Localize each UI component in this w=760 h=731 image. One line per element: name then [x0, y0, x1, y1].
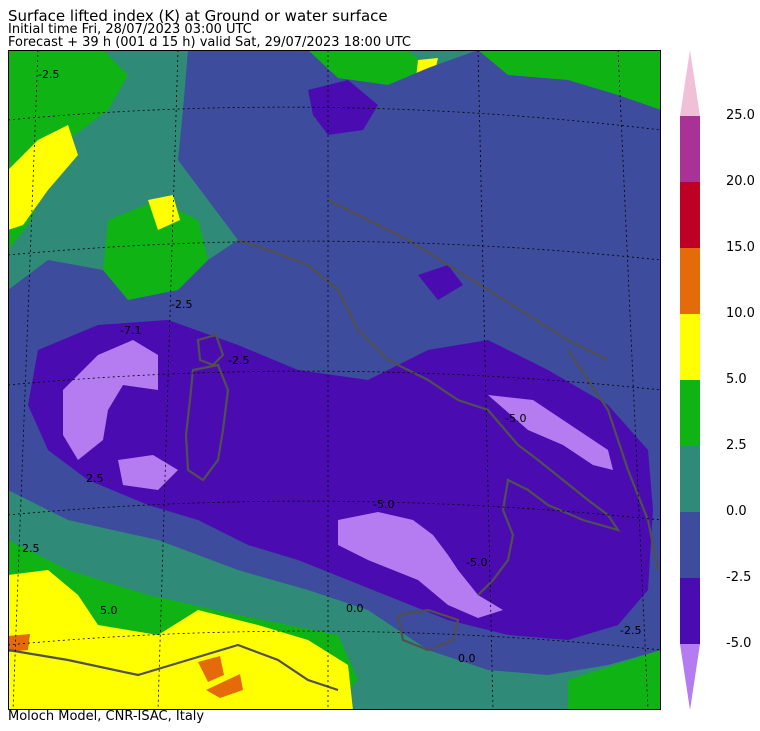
- contour-label: -5.0: [466, 556, 487, 569]
- coastline-africa: [8, 643, 339, 692]
- coastline-adriatic: [327, 199, 609, 361]
- graticule-lon-2: [157, 50, 179, 710]
- field-orange-southwest-2: [206, 674, 243, 698]
- field-yellow-west: [148, 195, 180, 230]
- colorbar-swatch: [680, 116, 700, 182]
- colorbar-label: 0.0: [726, 504, 747, 519]
- coastline-italy: [237, 238, 621, 596]
- map-border: [8, 50, 661, 710]
- graticule-lat-2: [8, 240, 661, 261]
- graticule-lat-5: [8, 630, 661, 651]
- graticule-lon-4: [477, 50, 494, 710]
- field-lavender-south: [338, 512, 503, 618]
- coastline-corsica: [196, 333, 225, 367]
- field-green-north: [308, 50, 428, 85]
- colorbar-label: 20.0: [726, 174, 755, 189]
- colorbar-swatch: [680, 512, 700, 578]
- coastline-balkans: [567, 349, 660, 571]
- contour-label: -2.5: [228, 354, 249, 367]
- field-yellow-northwest: [8, 125, 78, 230]
- field-orange-southwest-1: [198, 656, 224, 682]
- field-lavender-east: [488, 395, 613, 470]
- field-yellow-southwest: [8, 570, 353, 710]
- contour-label: -2.5: [620, 624, 641, 637]
- colorbar-bottom-arrow: [680, 644, 700, 710]
- graticule-lon-5: [617, 50, 649, 710]
- contour-label: 5.0: [100, 604, 118, 617]
- colorbar-label: 5.0: [726, 372, 747, 387]
- graticule-lat-1: [8, 106, 661, 131]
- contour-label: -7.1: [120, 324, 141, 337]
- map-title: Surface lifted index (K) at Ground or wa…: [8, 7, 388, 25]
- graticule-lon-1: [12, 50, 39, 710]
- contour-label: 0.0: [346, 602, 364, 615]
- contour-label: 2.5: [86, 472, 104, 485]
- colorbar-legend: 25.0 20.0 15.0 10.0 5.0 2.5 0.0 -2.5 -5.…: [676, 48, 760, 712]
- model-credit: Moloch Model, CNR-ISAC, Italy: [8, 709, 205, 724]
- colorbar-swatch: [680, 314, 700, 380]
- lifted-index-map: -5.0 -5.0 -5.0 -2.5 -2.5 -2.5 -2.5 2.5 2…: [8, 50, 661, 710]
- contour-label: -5.0: [373, 498, 394, 511]
- graticule-lat-4: [8, 500, 661, 521]
- forecast-time-label: Forecast + 39 h (001 d 15 h) valid Sat, …: [8, 35, 412, 50]
- colorbar-label: 10.0: [726, 306, 755, 321]
- contour-label: -2.5: [38, 68, 59, 81]
- coastline-sicily: [396, 608, 460, 652]
- field-purple-northeast: [418, 265, 463, 300]
- field-green-alps: [103, 200, 208, 300]
- field-green-northeast: [478, 50, 661, 110]
- colorbar-label: 25.0: [726, 108, 755, 123]
- colorbar-label: -5.0: [726, 636, 752, 651]
- colorbar-swatch: [680, 380, 700, 446]
- field-green-southeast: [568, 650, 661, 710]
- coastlines: [8, 199, 660, 692]
- field-orange-west: [8, 634, 30, 652]
- coastline-sardinia: [184, 363, 230, 482]
- colorbar-top-arrow: [680, 50, 700, 116]
- contour-label: 0.0: [458, 652, 476, 665]
- colorbar-swatch: [680, 248, 700, 314]
- contour-label: -5.0: [505, 412, 526, 425]
- field-lavender-sw: [118, 455, 178, 490]
- colorbar-label: 15.0: [726, 240, 755, 255]
- colorbar-swatch: [680, 182, 700, 248]
- graticule: [8, 50, 661, 710]
- field-lavender-west: [63, 340, 158, 460]
- graticule-lat-3: [8, 370, 661, 391]
- contour-label: 2.5: [22, 542, 40, 555]
- colorbar-label: -2.5: [726, 570, 752, 585]
- contour-label: -2.5: [171, 298, 192, 311]
- colorbar-swatch: [680, 578, 700, 644]
- colorbar-swatch: [680, 446, 700, 512]
- colorbar-label: 2.5: [726, 438, 747, 453]
- initial-time-label: Initial time Fri, 28/07/2023 03:00 UTC: [8, 22, 252, 37]
